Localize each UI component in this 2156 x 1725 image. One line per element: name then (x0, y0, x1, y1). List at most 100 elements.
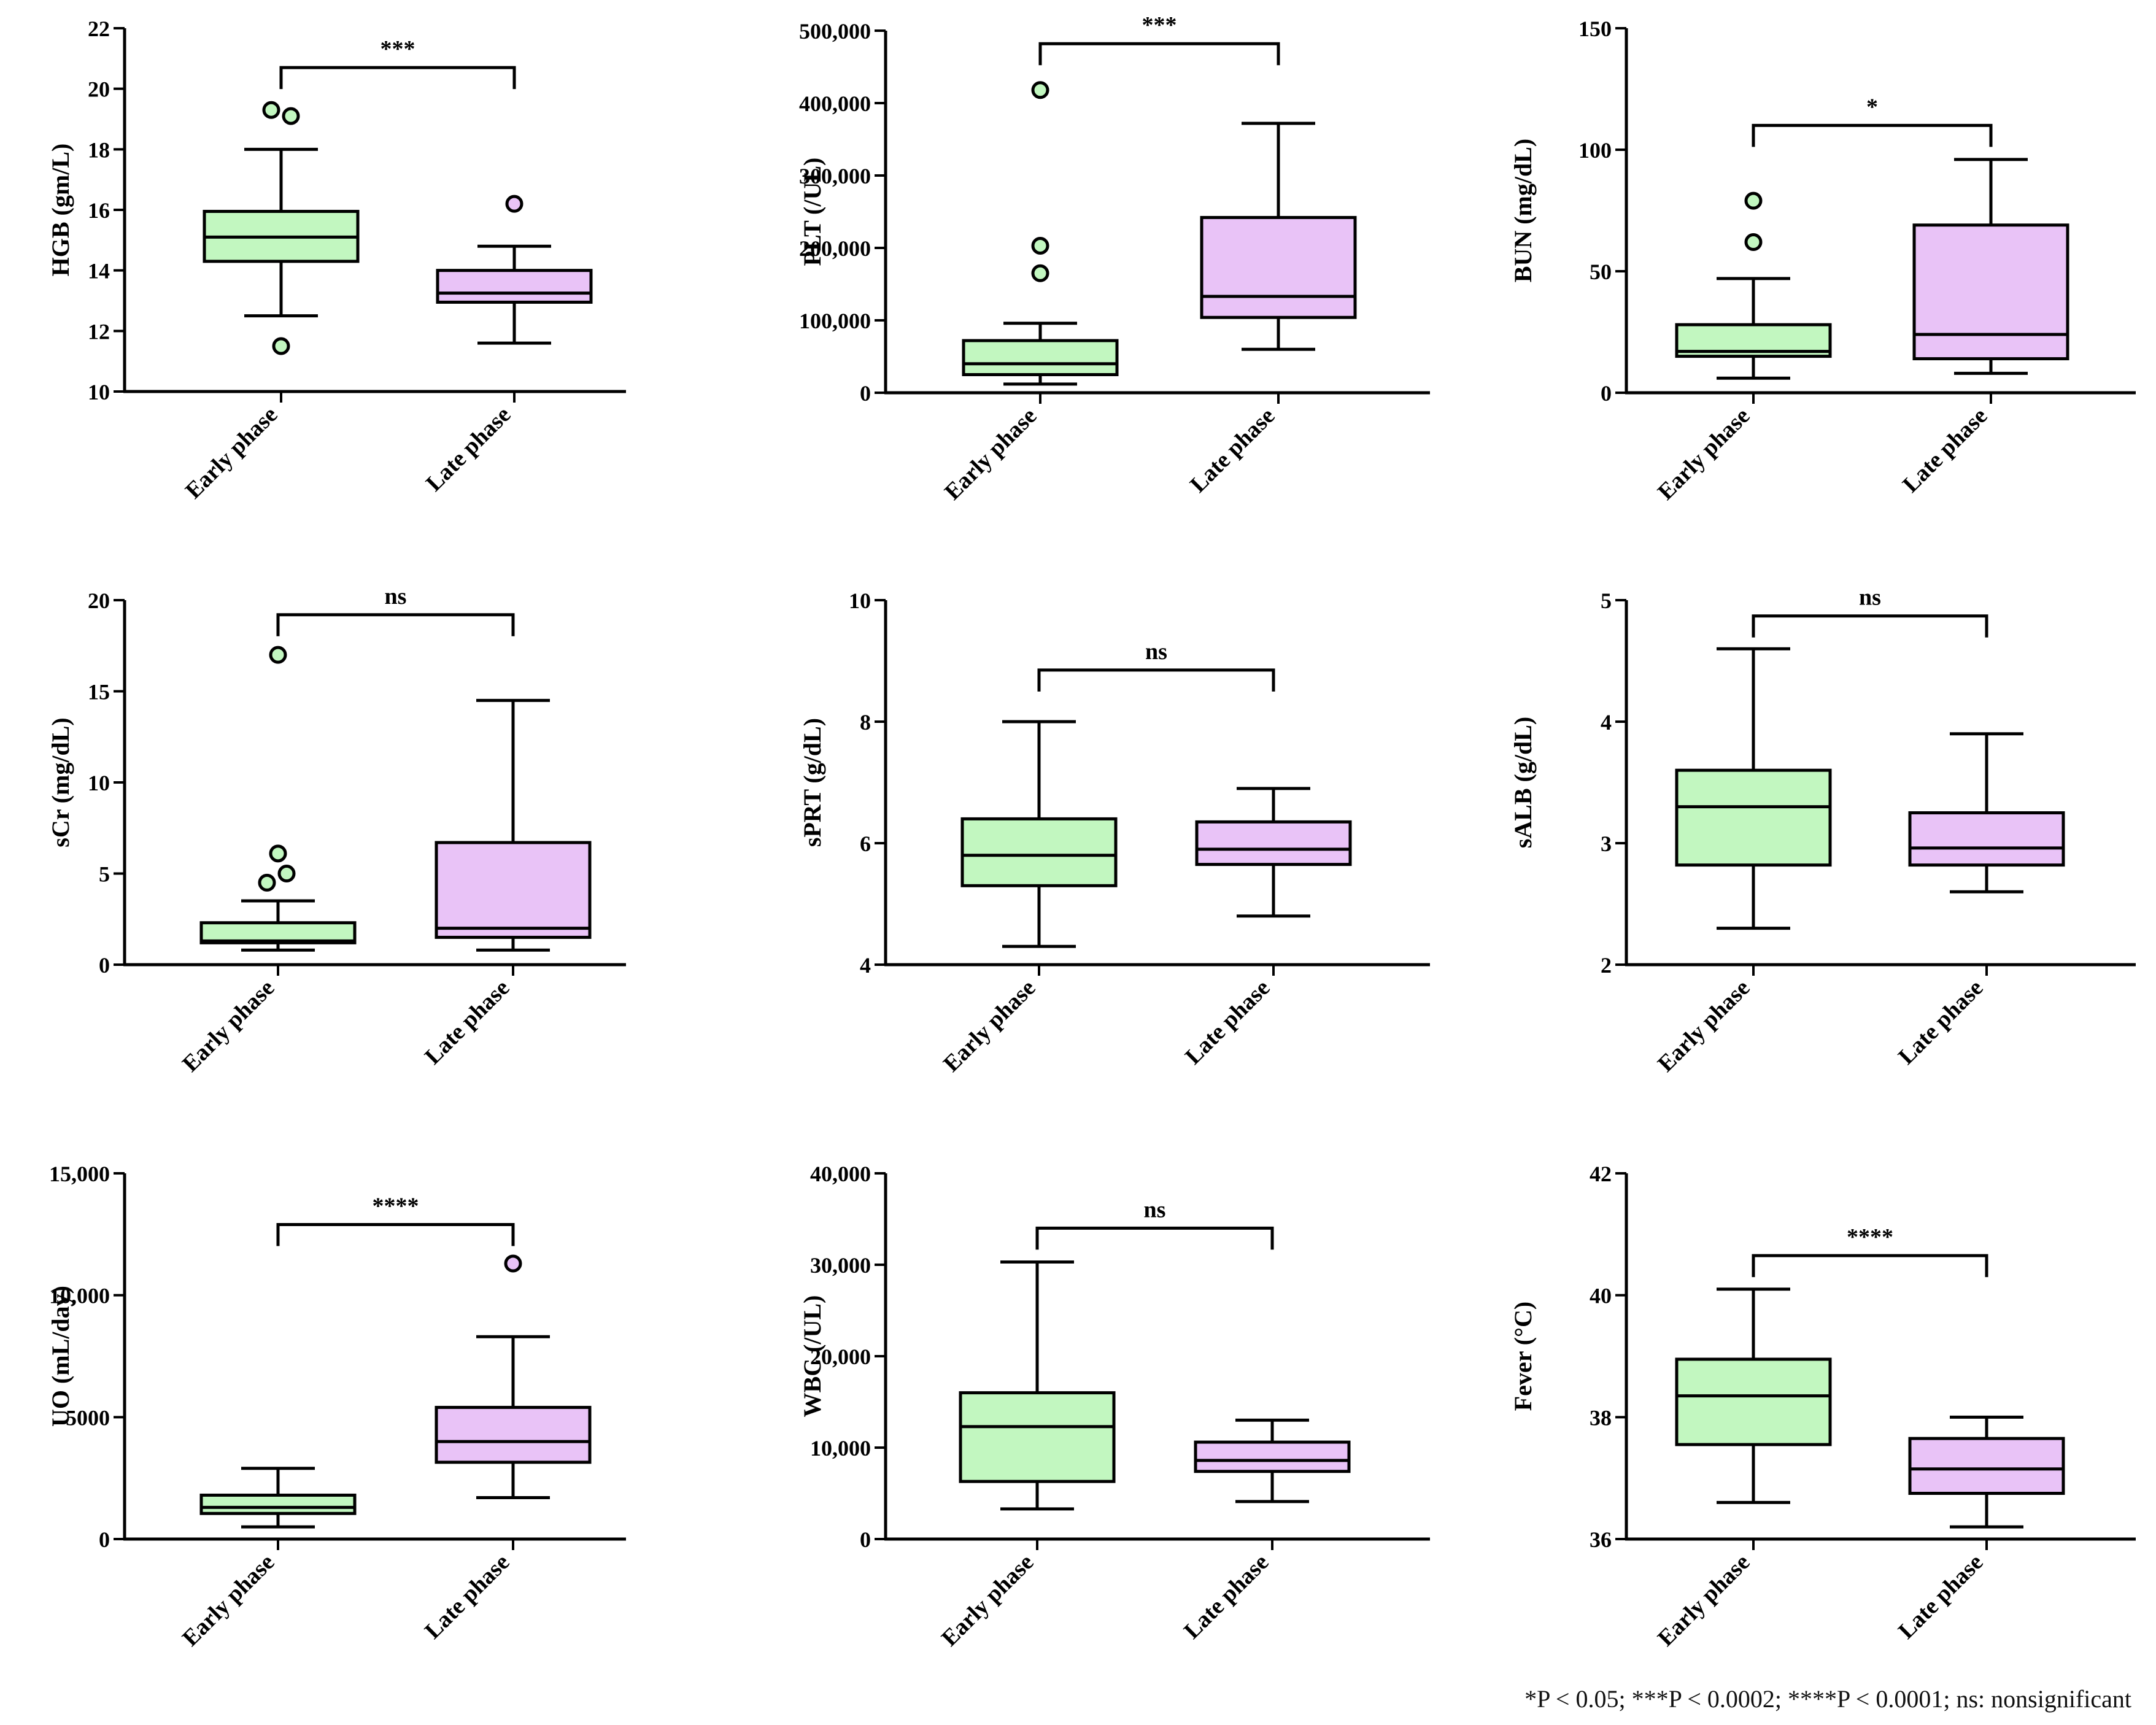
footnote: *P < 0.05; ***P < 0.0002; ****P < 0.0001… (1524, 1685, 2131, 1713)
y-tick-label: 38 (1590, 1405, 1612, 1430)
y-axis-label: UO (mL/day) (47, 1286, 74, 1427)
significance-label: * (1866, 94, 1878, 120)
early-phase-box (199, 1467, 357, 1529)
outlier-point (262, 101, 280, 119)
early-phase-box (960, 720, 1118, 948)
significance-label: ns (1145, 639, 1167, 665)
y-tick-label: 4 (1601, 710, 1612, 735)
y-tick-label: 10,000 (49, 1284, 110, 1308)
y-tick-label: 200,000 (799, 236, 871, 261)
significance-label: *** (381, 36, 415, 62)
y-tick-label: 20 (88, 77, 110, 102)
y-axis-label: Fever (°C) (1509, 1302, 1537, 1411)
x-tick-label: Late phase (420, 975, 514, 1070)
outlier-point (1744, 191, 1763, 210)
y-axis-label: WBC (/UL) (798, 1295, 826, 1418)
iqr-box (1675, 1357, 1832, 1446)
x-tick-label: Late phase (1185, 403, 1280, 498)
significance-bracket (1752, 123, 1993, 147)
iqr-box (435, 1405, 592, 1464)
y-tick-label: 0 (860, 1527, 871, 1552)
significance-label: *** (1142, 12, 1177, 38)
late-phase-box (435, 1254, 592, 1499)
late-phase-box (435, 698, 592, 952)
iqr-box (1194, 1440, 1351, 1473)
x-tick-label: Late phase (1893, 1549, 1988, 1644)
x-tick-label: Early phase (938, 975, 1040, 1077)
y-tick-label: 15 (88, 680, 110, 704)
significance-bracket (279, 66, 516, 90)
y-tick-label: 2 (1601, 953, 1612, 978)
significance-bracket (1752, 1254, 1988, 1278)
y-tick-label: 36 (1590, 1527, 1612, 1552)
late-phase-box (436, 195, 593, 345)
significance-label: **** (373, 1193, 419, 1219)
y-tick-label: 3 (1601, 832, 1612, 856)
significance-label: **** (1847, 1224, 1893, 1250)
iqr-box (1195, 820, 1352, 866)
x-tick-label: Early phase (1653, 1549, 1755, 1651)
y-tick-label: 10 (88, 771, 110, 795)
early-phase-box (1675, 647, 1832, 930)
y-tick-label: 0 (99, 953, 110, 978)
x-tick-label: Early phase (1653, 975, 1755, 1077)
y-tick-label: 18 (88, 137, 110, 162)
chart-panel-5: 4 6 8 10 sPRT (g/dL) ns Early phase Late phase (798, 589, 1430, 1077)
iqr-box (436, 269, 593, 304)
iqr-box (1908, 1437, 2065, 1495)
early-phase-box (1675, 191, 1832, 380)
y-tick-label: 12 (88, 319, 110, 344)
y-tick-label: 20 (88, 589, 110, 613)
early-phase-box (959, 1260, 1116, 1511)
late-phase-box (1194, 1418, 1351, 1503)
y-tick-label: 42 (1590, 1162, 1612, 1186)
outlier-point (504, 1254, 522, 1273)
iqr-box (435, 841, 592, 939)
chart-panel-9: 36 38 40 42 Fever (°C) **** Early phase Late ph… (1509, 1162, 2136, 1651)
y-tick-label: 4 (860, 953, 871, 978)
y-tick-label: 0 (860, 381, 871, 406)
x-tick-label: Early phase (177, 975, 279, 1077)
significance-label: ns (385, 584, 407, 609)
chart-panel-4: 0 5 10 15 20 sCr (mg/dL) ns Early phase Late pha… (47, 584, 626, 1077)
chart-panel-8: 0 10,000 20,000 30,000 40,000 WBC (/UL) ns Earl… (798, 1162, 1430, 1651)
y-tick-label: 0 (99, 1527, 110, 1552)
late-phase-box (1908, 732, 2065, 893)
x-tick-label: Early phase (1653, 403, 1755, 505)
x-tick-label: Early phase (180, 402, 282, 504)
y-tick-label: 150 (1578, 17, 1612, 41)
iqr-box (962, 339, 1119, 376)
iqr-box (959, 1391, 1116, 1483)
y-axis-label: BUN (mg/dL) (1509, 139, 1537, 282)
x-tick-label: Early phase (937, 1549, 1038, 1651)
y-axis-label: sPRT (g/dL) (798, 718, 826, 847)
iqr-box (1912, 223, 2069, 361)
chart-panel-2: 0 100,000 200,000 300,000 400,000 500,000 PLT … (798, 12, 1430, 505)
significance-bracket (1038, 42, 1280, 66)
y-tick-label: 100,000 (799, 309, 871, 333)
chart-panel-7: 0 5000 10,000 15,000 UO (mL/day) **** Early ph… (47, 1162, 626, 1651)
iqr-box (960, 817, 1118, 887)
y-tick-label: 10 (88, 380, 110, 404)
iqr-box (1908, 811, 2065, 867)
late-phase-box (1200, 122, 1357, 351)
early-phase-box (1675, 1287, 1832, 1504)
y-tick-label: 16 (88, 198, 110, 223)
significance-bracket (276, 1222, 515, 1246)
x-tick-label: Late phase (421, 402, 516, 496)
late-phase-box (1912, 158, 2069, 375)
y-tick-label: 40 (1590, 1284, 1612, 1308)
iqr-box (1675, 768, 1832, 867)
outlier-point (1031, 236, 1049, 255)
y-axis-label: PLT (/UL) (798, 158, 826, 266)
y-tick-label: 10 (849, 589, 871, 613)
y-tick-label: 8 (860, 710, 871, 735)
x-tick-label: Late phase (1898, 403, 1992, 498)
y-tick-label: 15,000 (49, 1162, 110, 1186)
significance-label: ns (1144, 1197, 1166, 1222)
chart-panel-1: 10 12 14 16 18 20 22 HGB (gm/L) *** Early phase La… (47, 17, 626, 504)
y-tick-label: 0 (1601, 381, 1612, 406)
y-tick-label: 40,000 (810, 1162, 871, 1186)
early-phase-box (199, 646, 357, 952)
